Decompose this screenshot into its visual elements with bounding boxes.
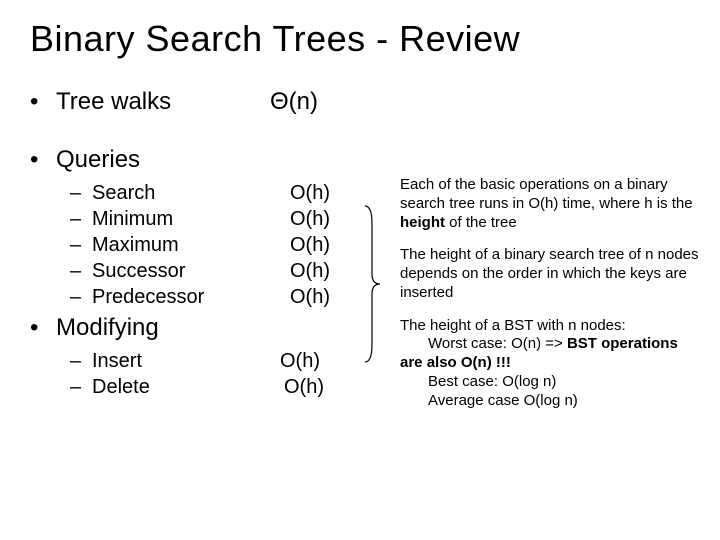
modify-label: Delete	[92, 374, 150, 400]
complexity-maximum: O(h)	[270, 232, 360, 258]
query-label: Predecessor	[92, 284, 204, 310]
complexity-insert: O(h)	[270, 348, 360, 374]
bullet-dash-icon: –	[70, 374, 92, 400]
bullet-dash-icon: –	[70, 232, 92, 258]
note-text: of the tree	[445, 214, 517, 231]
query-item-search: – Search	[30, 180, 270, 206]
note-paragraph-3: The height of a BST with n nodes: Worst …	[400, 317, 700, 411]
note-text-bold: height	[400, 214, 445, 231]
bullet-dot-icon: •	[30, 314, 56, 342]
bullet-dash-icon: –	[70, 206, 92, 232]
section-label: Queries	[56, 146, 140, 174]
note-text: Each of the basic operations on a binary…	[400, 176, 693, 212]
modify-item-insert: – Insert	[30, 348, 270, 374]
complexity-tree-walks: Θ(n)	[270, 88, 360, 116]
bullet-dash-icon: –	[70, 348, 92, 374]
query-item-minimum: – Minimum	[30, 206, 270, 232]
page-title: Binary Search Trees - Review	[30, 18, 690, 60]
section-label: Modifying	[56, 314, 159, 342]
modify-item-delete: – Delete	[30, 374, 270, 400]
bullet-dash-icon: –	[70, 258, 92, 284]
query-label: Minimum	[92, 206, 173, 232]
note-text: Worst case: O(n) =>	[428, 335, 567, 352]
complexity-minimum: O(h)	[270, 206, 360, 232]
bullet-dash-icon: –	[70, 284, 92, 310]
complexity-successor: O(h)	[270, 258, 360, 284]
query-label: Successor	[92, 258, 185, 284]
query-label: Search	[92, 180, 155, 206]
query-item-successor: – Successor	[30, 258, 270, 284]
bullet-dot-icon: •	[30, 146, 56, 174]
query-item-maximum: – Maximum	[30, 232, 270, 258]
section-label: Tree walks	[56, 88, 171, 116]
brace-icon	[362, 204, 382, 364]
query-label: Maximum	[92, 232, 179, 258]
note-paragraph-2: The height of a binary search tree of n …	[400, 246, 700, 302]
notes-region: Each of the basic operations on a binary…	[400, 176, 700, 424]
section-queries: • Queries	[30, 146, 270, 174]
note-line: Average case O(log n)	[400, 392, 578, 409]
complexity-search: O(h)	[270, 180, 360, 206]
section-tree-walks: • Tree walks	[30, 88, 270, 116]
section-modifying: • Modifying	[30, 314, 270, 342]
note-line: Best case: O(log n)	[400, 373, 556, 390]
complexity-delete: O(h)	[270, 374, 360, 400]
note-text: The height of a BST with n nodes:	[400, 317, 626, 334]
complexity-predecessor: O(h)	[270, 284, 360, 310]
bullet-dash-icon: –	[70, 180, 92, 206]
note-paragraph-1: Each of the basic operations on a binary…	[400, 176, 700, 232]
bullet-dot-icon: •	[30, 88, 56, 116]
query-item-predecessor: – Predecessor	[30, 284, 270, 310]
modify-label: Insert	[92, 348, 142, 374]
note-line: Worst case: O(n) => BST operations are a…	[400, 335, 678, 371]
